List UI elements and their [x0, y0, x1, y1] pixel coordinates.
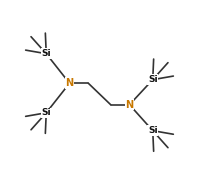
Text: N: N — [125, 100, 133, 110]
Text: Si: Si — [148, 75, 157, 84]
Text: N: N — [65, 78, 74, 88]
Text: Si: Si — [41, 49, 51, 58]
Text: Si: Si — [148, 126, 157, 135]
Text: Si: Si — [41, 108, 51, 117]
